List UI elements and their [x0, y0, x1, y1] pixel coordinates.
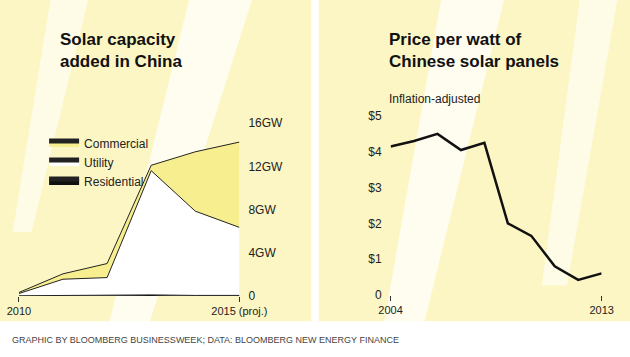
svg-text:$2: $2 [368, 217, 382, 231]
svg-text:$1: $1 [368, 252, 382, 266]
svg-text:Residential: Residential [84, 175, 143, 189]
svg-text:2015 (proj.): 2015 (proj.) [211, 305, 267, 317]
svg-text:12GW: 12GW [248, 160, 283, 174]
svg-text:2010: 2010 [7, 305, 31, 317]
svg-text:2004: 2004 [378, 304, 402, 316]
svg-text:$5: $5 [368, 109, 382, 123]
svg-text:GRAPHIC BY BLOOMBERG BUSINESSW: GRAPHIC BY BLOOMBERG BUSINESSWEEK; DATA:… [12, 335, 399, 345]
svg-text:$4: $4 [368, 145, 382, 159]
svg-text:2013: 2013 [589, 304, 613, 316]
svg-text:0: 0 [248, 289, 255, 303]
svg-text:Commercial: Commercial [84, 137, 148, 151]
svg-text:8GW: 8GW [248, 203, 276, 217]
svg-text:4GW: 4GW [248, 246, 276, 260]
svg-text:Utility: Utility [84, 156, 113, 170]
svg-text:0: 0 [375, 288, 382, 302]
svg-text:Price per watt ofChinese solar: Price per watt ofChinese solar panels [389, 30, 559, 71]
svg-text:Inflation-adjusted: Inflation-adjusted [389, 92, 480, 106]
svg-text:Solar capacityadded in China: Solar capacityadded in China [60, 30, 182, 71]
svg-text:16GW: 16GW [248, 116, 283, 130]
svg-text:$3: $3 [368, 181, 382, 195]
